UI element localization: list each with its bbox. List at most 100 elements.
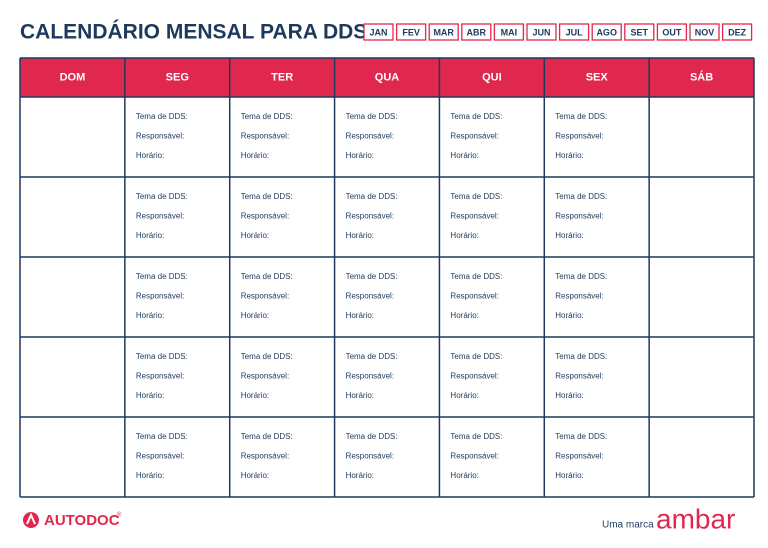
field-label: Horário: <box>450 471 478 480</box>
month-label: FEV <box>402 27 420 37</box>
month-box <box>721 23 753 41</box>
field-label: Horário: <box>136 471 164 480</box>
month-box <box>363 23 394 41</box>
field-label: Tema de DDS: <box>241 432 293 441</box>
field-label: Tema de DDS: <box>555 112 607 121</box>
field-label: Tema de DDS: <box>241 272 293 281</box>
field-label: Horário: <box>450 391 478 400</box>
month-box <box>493 23 525 41</box>
field-label: Tema de DDS: <box>241 112 293 121</box>
month-label: OUT <box>662 27 682 37</box>
field-label: Responsável: <box>136 132 184 141</box>
field-label: Tema de DDS: <box>450 112 502 121</box>
field-label: Tema de DDS: <box>450 432 502 441</box>
field-label: Tema de DDS: <box>450 192 502 201</box>
field-label: Horário: <box>450 231 478 240</box>
month-box <box>656 23 688 41</box>
field-label: Responsável: <box>136 212 184 221</box>
field-label: Tema de DDS: <box>136 112 188 121</box>
field-label: Horário: <box>136 391 164 400</box>
field-label: Tema de DDS: <box>346 272 398 281</box>
month-box <box>428 23 459 41</box>
field-label: Responsável: <box>450 212 498 221</box>
calendar-table: DOM SEG TER QUA QUI SEX SÁB Tema de DDS: Respons… <box>19 57 755 498</box>
field-label: Horário: <box>346 471 374 480</box>
day-header: SÁB <box>690 70 713 83</box>
field-label: Responsável: <box>136 452 184 461</box>
field-label: Horário: <box>241 311 269 320</box>
month-label: DEZ <box>728 27 747 37</box>
field-label: Responsável: <box>555 212 603 221</box>
field-label: Responsável: <box>555 452 603 461</box>
field-label: Tema de DDS: <box>241 352 293 361</box>
field-label: Horário: <box>555 471 583 480</box>
field-label: Responsável: <box>555 372 603 381</box>
field-label: Horário: <box>136 151 164 160</box>
field-label: Horário: <box>346 231 374 240</box>
month-label: MAR <box>433 27 454 37</box>
day-header: TER <box>271 71 293 83</box>
field-label: Responsável: <box>241 132 289 141</box>
field-label: Horário: <box>346 391 374 400</box>
field-label: Horário: <box>346 311 374 320</box>
field-label: Tema de DDS: <box>346 192 398 201</box>
month-box <box>558 23 590 41</box>
month-label: NOV <box>695 27 715 37</box>
field-label: Responsável: <box>136 372 184 381</box>
month-label: JUL <box>566 27 584 37</box>
field-label: Responsável: <box>241 292 289 301</box>
field-label: Horário: <box>555 391 583 400</box>
field-label: Responsável: <box>346 372 394 381</box>
field-label: Responsável: <box>450 292 498 301</box>
field-label: Tema de DDS: <box>555 352 607 361</box>
field-label: Horário: <box>555 311 583 320</box>
month-box <box>689 23 720 41</box>
month-list: JAN FEV MAR ABR MAI JUN JUL AGO SET OUT NOV DEZ <box>363 23 753 41</box>
field-label: Tema de DDS: <box>136 432 188 441</box>
month-box <box>461 23 492 41</box>
field-label: Tema de DDS: <box>555 192 607 201</box>
field-label: Tema de DDS: <box>346 432 398 441</box>
field-label: Horário: <box>450 151 478 160</box>
field-label: Responsável: <box>555 132 603 141</box>
field-label: Responsável: <box>241 372 289 381</box>
logo-icon-glyph <box>26 512 36 525</box>
month-box <box>395 23 427 41</box>
month-label: MAI <box>501 27 518 37</box>
field-label: Responsável: <box>346 452 394 461</box>
field-label: Responsável: <box>241 452 289 461</box>
field-label: Responsável: <box>450 372 498 381</box>
month-label: ABR <box>467 27 487 37</box>
brand: AUTODOC <box>44 512 120 529</box>
autodoc-logo: AUTODOC ® <box>23 512 122 529</box>
header-row <box>20 58 754 97</box>
field-label: Horário: <box>450 311 478 320</box>
field-label: Tema de DDS: <box>346 352 398 361</box>
month-label: JUN <box>532 27 550 37</box>
field-label: Tema de DDS: <box>241 192 293 201</box>
field-label: Responsável: <box>346 132 394 141</box>
day-header: DOM <box>60 71 86 83</box>
field-label: Horário: <box>241 151 269 160</box>
field-label: Tema de DDS: <box>136 352 188 361</box>
field-label: Horário: <box>241 471 269 480</box>
title: CALENDÁRIO MENSAL PARA DDS <box>20 21 367 44</box>
field-label: Responsável: <box>450 452 498 461</box>
field-label: Responsável: <box>346 212 394 221</box>
field-label: Tema de DDS: <box>450 352 502 361</box>
field-label: Tema de DDS: <box>450 272 502 281</box>
field-label: Responsável: <box>136 292 184 301</box>
field-label: Horário: <box>555 231 583 240</box>
month-label: AGO <box>596 27 617 37</box>
field-label: Responsável: <box>555 292 603 301</box>
field-label: Horário: <box>136 311 164 320</box>
field-label: Tema de DDS: <box>555 272 607 281</box>
brand-mark: ® <box>117 512 122 519</box>
company-logo: ambar <box>656 503 735 534</box>
month-box <box>624 23 655 41</box>
field-label: Responsável: <box>241 212 289 221</box>
field-label: Horário: <box>555 151 583 160</box>
day-header: QUA <box>375 71 400 83</box>
field-label: Horário: <box>241 231 269 240</box>
